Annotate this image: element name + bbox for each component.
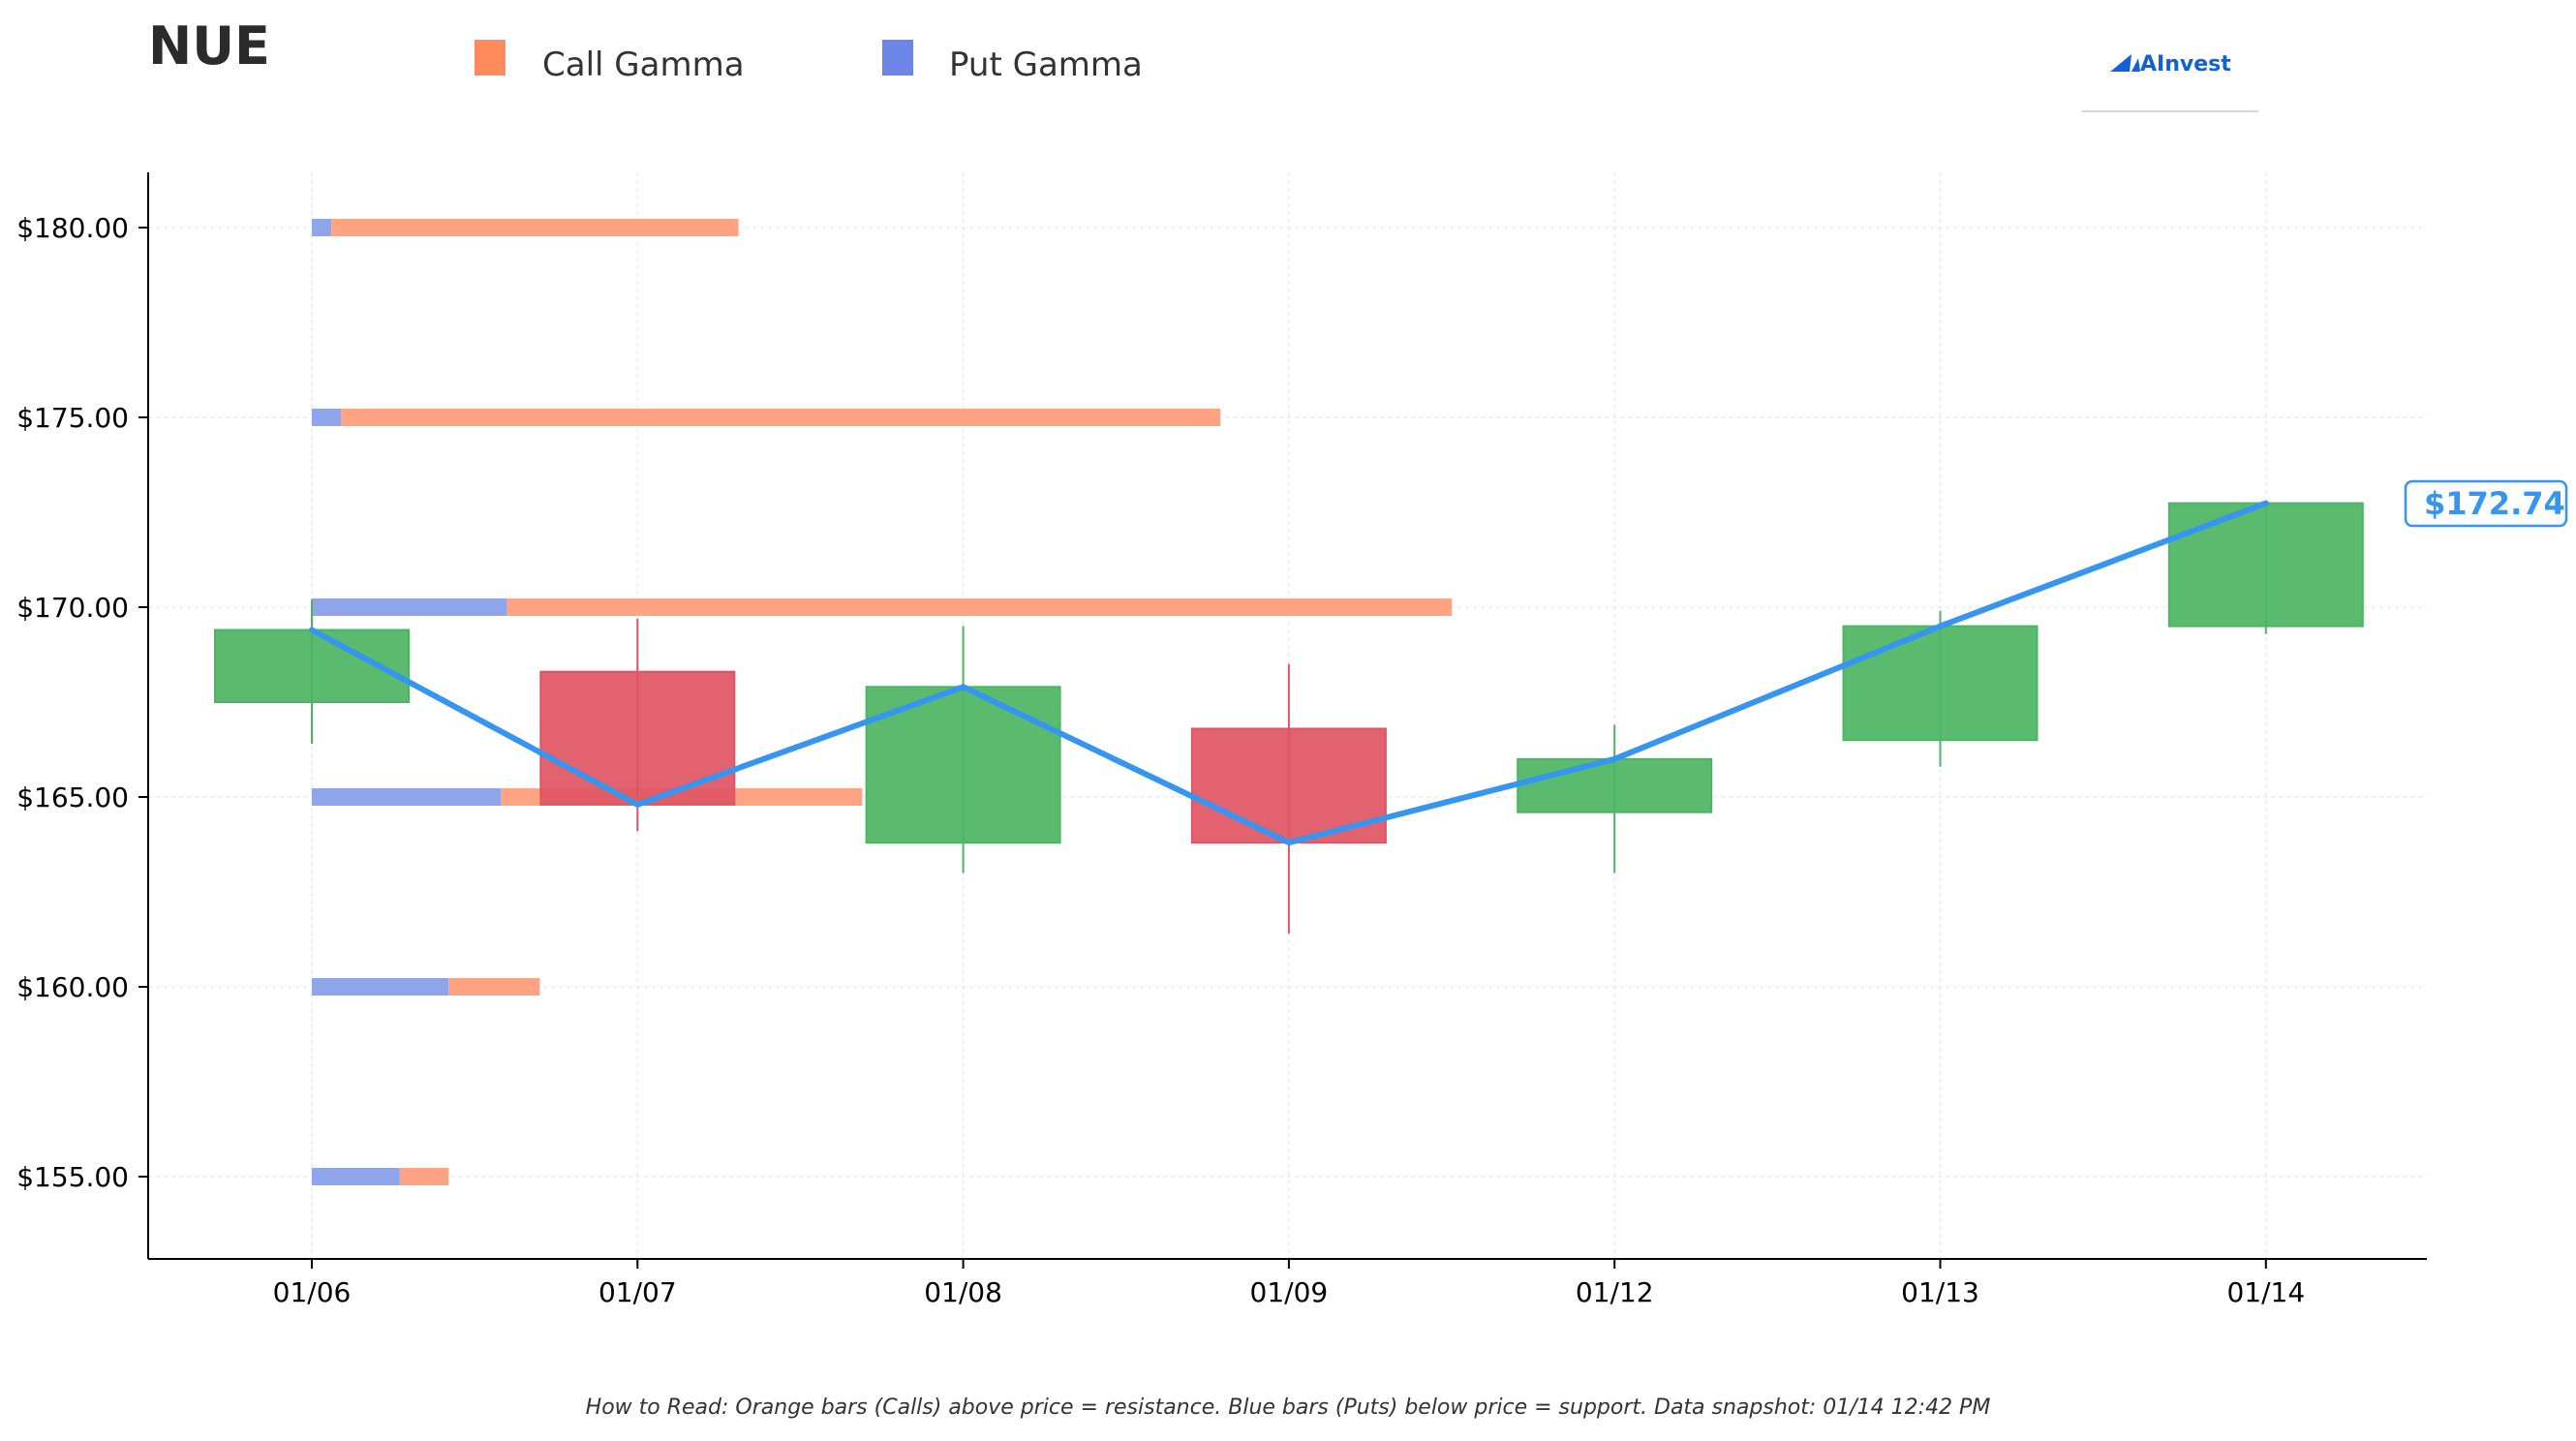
x-tick-label: 01/07 (598, 1276, 677, 1308)
last-price-badge-box (2404, 479, 2568, 528)
x-tick-label: 01/14 (2226, 1276, 2305, 1308)
put-gamma-bar (312, 978, 449, 996)
candle-body (539, 670, 736, 806)
x-tick-label: 01/06 (273, 1276, 352, 1308)
y-tick-label: $160.00 (16, 971, 129, 1003)
candle-body (1842, 625, 2039, 742)
x-tick-label: 01/09 (1250, 1276, 1329, 1308)
put-gamma-bar (312, 219, 332, 236)
footnote: How to Read: Orange bars (Calls) above p… (586, 1395, 1991, 1420)
y-tick-label: $170.00 (16, 592, 129, 624)
legend-label-call: Call Gamma (542, 46, 745, 84)
candle-body (2167, 502, 2364, 628)
y-tick-label: $180.00 (16, 212, 129, 244)
legend-swatch-put (882, 40, 913, 76)
x-tick-label: 01/12 (1576, 1276, 1654, 1308)
ainvest-logo: AInvest (2082, 52, 2258, 112)
close-price-line-group (309, 500, 2269, 846)
x-tick-label: 01/08 (924, 1276, 1002, 1308)
last-price-label: $172.74 (2424, 485, 2565, 522)
y-tick-label: $175.00 (16, 402, 129, 434)
x-tick-label: 01/13 (1901, 1276, 1979, 1308)
legend-label-put: Put Gamma (949, 46, 1143, 84)
grid-layer (148, 172, 2427, 1259)
call-gamma-bar (506, 598, 1453, 616)
last-price-badge: $172.74 (2404, 479, 2568, 528)
y-tick-label: $165.00 (16, 782, 129, 813)
logo-mark-icon (2110, 54, 2140, 72)
put-gamma-bar (312, 409, 342, 426)
put-gamma-bar (312, 1168, 400, 1185)
axes: $155.00 $160.00 $165.00 $170.00 $175.00 $180.… (16, 172, 2427, 1308)
y-tick-label: $155.00 (16, 1161, 129, 1193)
call-gamma-bar (331, 219, 739, 236)
call-gamma-bar (341, 409, 1221, 426)
put-gamma-bar (312, 788, 502, 806)
ticker-title: NUE (148, 15, 270, 77)
logo-text: AInvest (2140, 52, 2231, 77)
call-gamma-bar (448, 978, 540, 996)
legend-swatch-call (475, 40, 506, 76)
call-gamma-bar (399, 1168, 449, 1185)
close-price-line (309, 500, 2269, 846)
put-gamma-bar (312, 598, 507, 616)
candle-body (1517, 757, 1713, 813)
